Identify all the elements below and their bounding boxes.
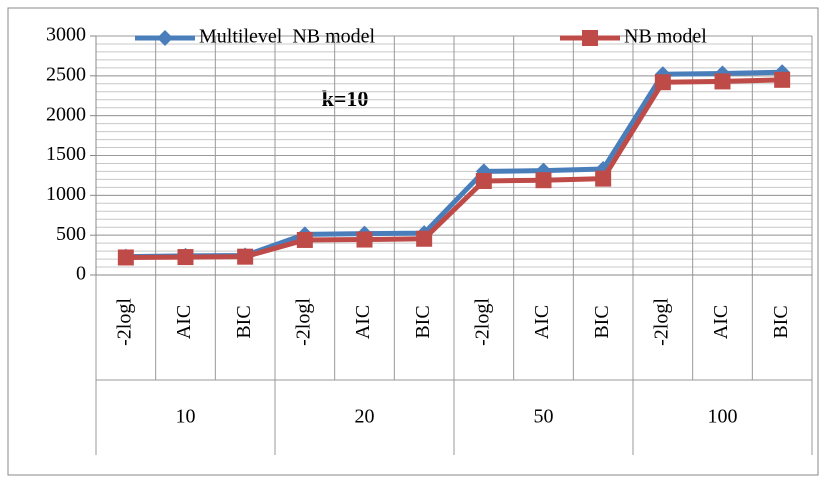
x-tick-label: AIC (531, 305, 553, 339)
y-tick-label: 500 (56, 223, 86, 245)
data-point (714, 73, 731, 90)
legend-marker (157, 30, 173, 46)
x-tick-label: AIC (352, 305, 374, 339)
y-tick-label: 2000 (46, 103, 86, 125)
x-tick-label: -2logl (292, 298, 314, 346)
x-tick-label: BIC (591, 305, 613, 338)
y-tick-label: 1500 (46, 143, 86, 165)
y-tick-label: 2500 (46, 63, 86, 85)
x-tick-label: BIC (770, 305, 792, 338)
chart-frame (7, 7, 819, 476)
data-point (654, 74, 671, 91)
data-point (296, 231, 313, 248)
data-point (774, 71, 791, 88)
y-tick-label: 3000 (46, 24, 86, 46)
legend-marker (582, 30, 598, 46)
group-label: 20 (355, 406, 375, 428)
x-tick-label: BIC (233, 305, 255, 338)
group-label: 50 (534, 406, 554, 428)
x-tick-label: AIC (710, 305, 732, 339)
x-tick-label: -2logl (113, 298, 135, 346)
data-point (237, 248, 254, 265)
data-point (595, 170, 612, 187)
data-point (177, 249, 194, 266)
series-line (125, 77, 783, 260)
legend-label: NB model (624, 26, 707, 48)
x-tick-label: -2logl (471, 298, 493, 346)
annotation: k=10 (322, 86, 369, 111)
group-label: 10 (176, 406, 196, 428)
legend-label: Multilevel NB model (199, 26, 376, 48)
data-point (416, 230, 433, 247)
x-tick-label: -2logl (650, 298, 672, 346)
data-point (535, 172, 552, 189)
y-tick-label: 0 (76, 263, 86, 285)
data-point (475, 172, 492, 189)
y-tick-label: 1000 (46, 183, 86, 205)
x-tick-label: BIC (412, 305, 434, 338)
x-tick-label: AIC (173, 305, 195, 339)
data-point (356, 231, 373, 248)
data-point (117, 249, 134, 266)
group-label: 100 (708, 406, 738, 428)
